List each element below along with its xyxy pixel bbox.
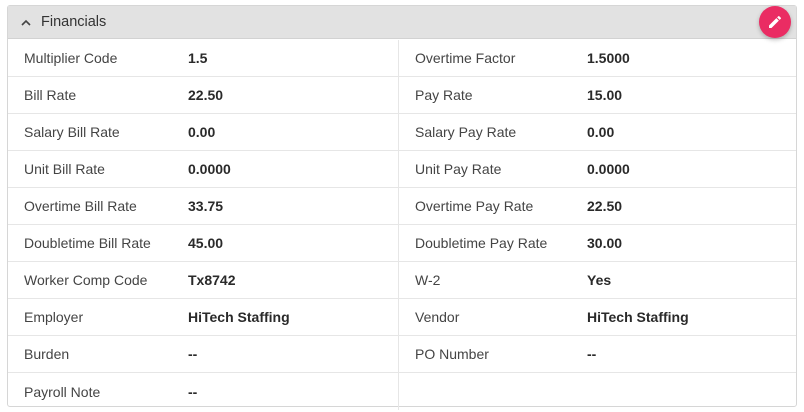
field-cell: Burden -- <box>8 336 398 372</box>
field-value: -- <box>188 346 198 362</box>
field-cell: Bill Rate 22.50 <box>8 77 398 113</box>
table-row: Unit Bill Rate 0.0000 Unit Pay Rate 0.00… <box>8 151 796 188</box>
field-cell: Pay Rate 15.00 <box>398 77 796 113</box>
field-value: 0.0000 <box>188 161 231 177</box>
table-row: Doubletime Bill Rate 45.00 Doubletime Pa… <box>8 225 796 262</box>
field-value: 45.00 <box>188 235 224 251</box>
field-cell: W-2 Yes <box>398 262 796 298</box>
panel-header[interactable]: Financials <box>8 6 796 39</box>
field-label: Pay Rate <box>415 87 473 103</box>
field-cell: Overtime Pay Rate 22.50 <box>398 188 796 224</box>
field-label: Multiplier Code <box>24 50 118 66</box>
field-label: Unit Pay Rate <box>415 161 502 177</box>
field-value: 22.50 <box>188 87 224 103</box>
table-row: Bill Rate 22.50 Pay Rate 15.00 <box>8 77 796 114</box>
field-cell: Payroll Note -- <box>8 373 398 410</box>
financials-panel: Financials Multiplier Code 1.5 Overtime … <box>7 5 797 410</box>
edit-button[interactable] <box>759 6 791 38</box>
field-cell: Unit Pay Rate 0.0000 <box>398 151 796 187</box>
field-value: 22.50 <box>587 198 623 214</box>
field-value: 0.00 <box>587 124 615 140</box>
field-cell: PO Number -- <box>398 336 796 372</box>
field-cell: Doubletime Bill Rate 45.00 <box>8 225 398 261</box>
financials-grid: Multiplier Code 1.5 Overtime Factor 1.50… <box>8 40 796 410</box>
field-value: Tx8742 <box>188 272 236 288</box>
pencil-icon <box>767 14 783 30</box>
field-value: 1.5000 <box>587 50 630 66</box>
field-label: Unit Bill Rate <box>24 161 105 177</box>
table-row: Employer HiTech Staffing Vendor HiTech S… <box>8 299 796 336</box>
field-label: Overtime Bill Rate <box>24 198 137 214</box>
field-label: PO Number <box>415 346 489 362</box>
field-value: 15.00 <box>587 87 623 103</box>
field-value: 1.5 <box>188 50 208 66</box>
table-row: Worker Comp Code Tx8742 W-2 Yes <box>8 262 796 299</box>
field-label: Bill Rate <box>24 87 77 103</box>
table-row: Burden -- PO Number -- <box>8 336 796 373</box>
field-cell: Overtime Factor 1.5000 <box>398 40 796 76</box>
field-label: Burden <box>24 346 70 362</box>
field-cell: Overtime Bill Rate 33.75 <box>8 188 398 224</box>
table-row: Overtime Bill Rate 33.75 Overtime Pay Ra… <box>8 188 796 225</box>
field-value: -- <box>188 383 198 400</box>
field-label: Employer <box>24 309 84 325</box>
field-label: Overtime Pay Rate <box>415 198 534 214</box>
field-label: Worker Comp Code <box>24 272 148 288</box>
field-label: Vendor <box>415 309 460 325</box>
table-row: Payroll Note -- <box>8 373 796 410</box>
field-cell: Worker Comp Code Tx8742 <box>8 262 398 298</box>
field-value: 0.00 <box>188 124 216 140</box>
field-cell: Doubletime Pay Rate 30.00 <box>398 225 796 261</box>
field-value: 30.00 <box>587 235 623 251</box>
field-cell: Unit Bill Rate 0.0000 <box>8 151 398 187</box>
field-value: -- <box>587 346 597 362</box>
field-value: 0.0000 <box>587 161 630 177</box>
field-label: Payroll Note <box>24 383 101 400</box>
field-label: Doubletime Bill Rate <box>24 235 151 251</box>
field-value: HiTech Staffing <box>188 309 290 325</box>
field-label: Doubletime Pay Rate <box>415 235 548 251</box>
field-label: Salary Bill Rate <box>24 124 120 140</box>
field-cell: Vendor HiTech Staffing <box>398 299 796 335</box>
field-value: HiTech Staffing <box>587 309 689 325</box>
field-cell: Salary Pay Rate 0.00 <box>398 114 796 150</box>
panel-title: Financials <box>41 14 107 30</box>
field-cell: Salary Bill Rate 0.00 <box>8 114 398 150</box>
table-row: Multiplier Code 1.5 Overtime Factor 1.50… <box>8 40 796 77</box>
field-value: Yes <box>587 272 612 288</box>
field-cell <box>398 373 796 410</box>
chevron-up-icon[interactable] <box>20 16 32 28</box>
field-cell: Employer HiTech Staffing <box>8 299 398 335</box>
field-label: W-2 <box>415 272 441 288</box>
field-label: Salary Pay Rate <box>415 124 517 140</box>
field-cell: Multiplier Code 1.5 <box>8 40 398 76</box>
table-row: Salary Bill Rate 0.00 Salary Pay Rate 0.… <box>8 114 796 151</box>
field-value: 33.75 <box>188 198 224 214</box>
field-label: Overtime Factor <box>415 50 516 66</box>
